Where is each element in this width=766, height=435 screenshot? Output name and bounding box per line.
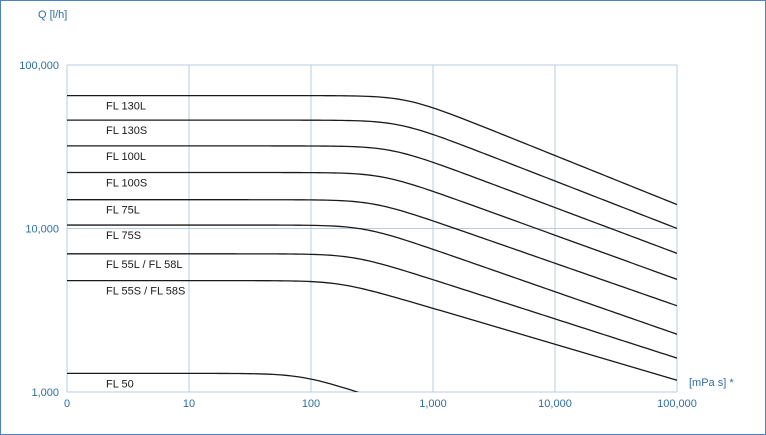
curve-fl-55l-fl-58l (67, 253, 677, 359)
y-axis-title: Q [l/h] (38, 9, 68, 21)
x-tick-label: 1,000 (419, 398, 447, 410)
series-label-fl-55l-fl-58l: FL 55L / FL 58L (106, 259, 182, 271)
series-label-fl-75s: FL 75S (106, 230, 141, 242)
curve-fl-130s (67, 119, 677, 230)
series-label-fl-100l: FL 100L (106, 151, 146, 163)
curve-fl-55s-fl-58s (67, 279, 677, 381)
series-label-fl-55s-fl-58s: FL 55S / FL 58S (106, 286, 185, 298)
series-label-fl-100s: FL 100S (106, 178, 147, 190)
series-label-fl-130s: FL 130S (106, 125, 147, 137)
y-tick-label: 1,000 (31, 387, 59, 399)
curve-fl-75s (67, 224, 677, 335)
x-tick-label: 10,000 (538, 398, 572, 410)
x-tick-label: 100 (302, 398, 320, 410)
y-tick-label: 100,000 (19, 60, 59, 72)
series-label-fl-50: FL 50 (106, 378, 134, 390)
curve-fl-75l (67, 199, 677, 307)
x-tick-label: 100,000 (657, 398, 697, 410)
x-axis-title: [mPa s] * (689, 377, 734, 389)
curve-fl-100s (67, 171, 677, 280)
curve-fl-100l (67, 145, 677, 254)
x-tick-label: 10 (183, 398, 195, 410)
curve-fl-130l (67, 94, 677, 206)
series-label-fl-130l: FL 130L (106, 101, 146, 113)
y-tick-label: 10,000 (25, 224, 59, 236)
x-tick-label: 0 (64, 398, 70, 410)
series-label-fl-75l: FL 75L (106, 205, 140, 217)
curve-fl-50 (67, 372, 360, 392)
